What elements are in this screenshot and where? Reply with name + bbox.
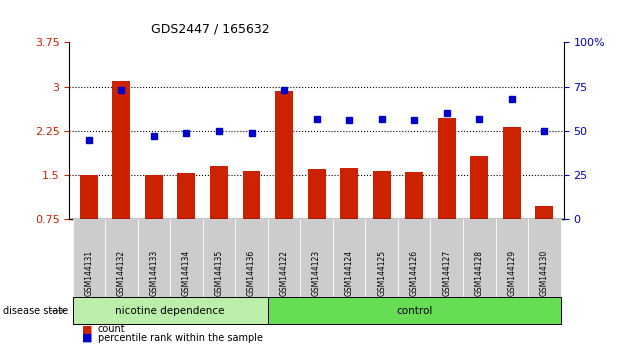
Text: disease state: disease state bbox=[3, 306, 68, 316]
Bar bbox=[268, 297, 561, 324]
Text: percentile rank within the sample: percentile rank within the sample bbox=[98, 333, 263, 343]
Text: GSM144127: GSM144127 bbox=[442, 250, 451, 296]
Text: count: count bbox=[98, 324, 125, 334]
Bar bbox=[268, 219, 301, 297]
Bar bbox=[105, 219, 137, 297]
Bar bbox=[145, 175, 163, 219]
Bar bbox=[373, 171, 391, 219]
Bar bbox=[365, 219, 398, 297]
Bar bbox=[203, 219, 235, 297]
Text: ■: ■ bbox=[82, 333, 93, 343]
Text: GSM144131: GSM144131 bbox=[84, 250, 93, 296]
Bar bbox=[340, 168, 358, 219]
Bar bbox=[307, 169, 326, 219]
Bar bbox=[112, 81, 130, 219]
Bar bbox=[275, 91, 293, 219]
Text: GSM144133: GSM144133 bbox=[149, 249, 158, 296]
Text: GSM144126: GSM144126 bbox=[410, 250, 419, 296]
Bar bbox=[243, 171, 260, 219]
Bar bbox=[503, 127, 521, 219]
Text: GDS2447 / 165632: GDS2447 / 165632 bbox=[151, 22, 270, 35]
Bar bbox=[235, 219, 268, 297]
Text: ■: ■ bbox=[82, 324, 93, 334]
Bar bbox=[471, 156, 488, 219]
Bar bbox=[80, 175, 98, 219]
Bar bbox=[430, 219, 463, 297]
Text: GSM144136: GSM144136 bbox=[247, 249, 256, 296]
Bar bbox=[405, 172, 423, 219]
Text: GSM144135: GSM144135 bbox=[214, 249, 224, 296]
Text: nicotine dependence: nicotine dependence bbox=[115, 306, 225, 316]
Text: GSM144122: GSM144122 bbox=[280, 250, 289, 296]
Bar bbox=[72, 219, 105, 297]
Text: GSM144124: GSM144124 bbox=[345, 250, 353, 296]
Bar bbox=[333, 219, 365, 297]
Bar bbox=[178, 173, 195, 219]
Text: GSM144125: GSM144125 bbox=[377, 250, 386, 296]
Bar bbox=[496, 219, 528, 297]
Bar bbox=[72, 297, 268, 324]
Text: GSM144134: GSM144134 bbox=[182, 249, 191, 296]
Bar bbox=[398, 219, 430, 297]
Bar bbox=[301, 219, 333, 297]
Bar bbox=[536, 206, 553, 219]
Text: GSM144129: GSM144129 bbox=[507, 250, 517, 296]
Text: control: control bbox=[396, 306, 432, 316]
Bar bbox=[210, 166, 228, 219]
Bar bbox=[438, 118, 455, 219]
Bar bbox=[528, 219, 561, 297]
Text: GSM144132: GSM144132 bbox=[117, 250, 126, 296]
Bar bbox=[170, 219, 203, 297]
Text: GSM144130: GSM144130 bbox=[540, 249, 549, 296]
Bar bbox=[463, 219, 496, 297]
Text: GSM144128: GSM144128 bbox=[475, 250, 484, 296]
Text: GSM144123: GSM144123 bbox=[312, 250, 321, 296]
Bar bbox=[137, 219, 170, 297]
